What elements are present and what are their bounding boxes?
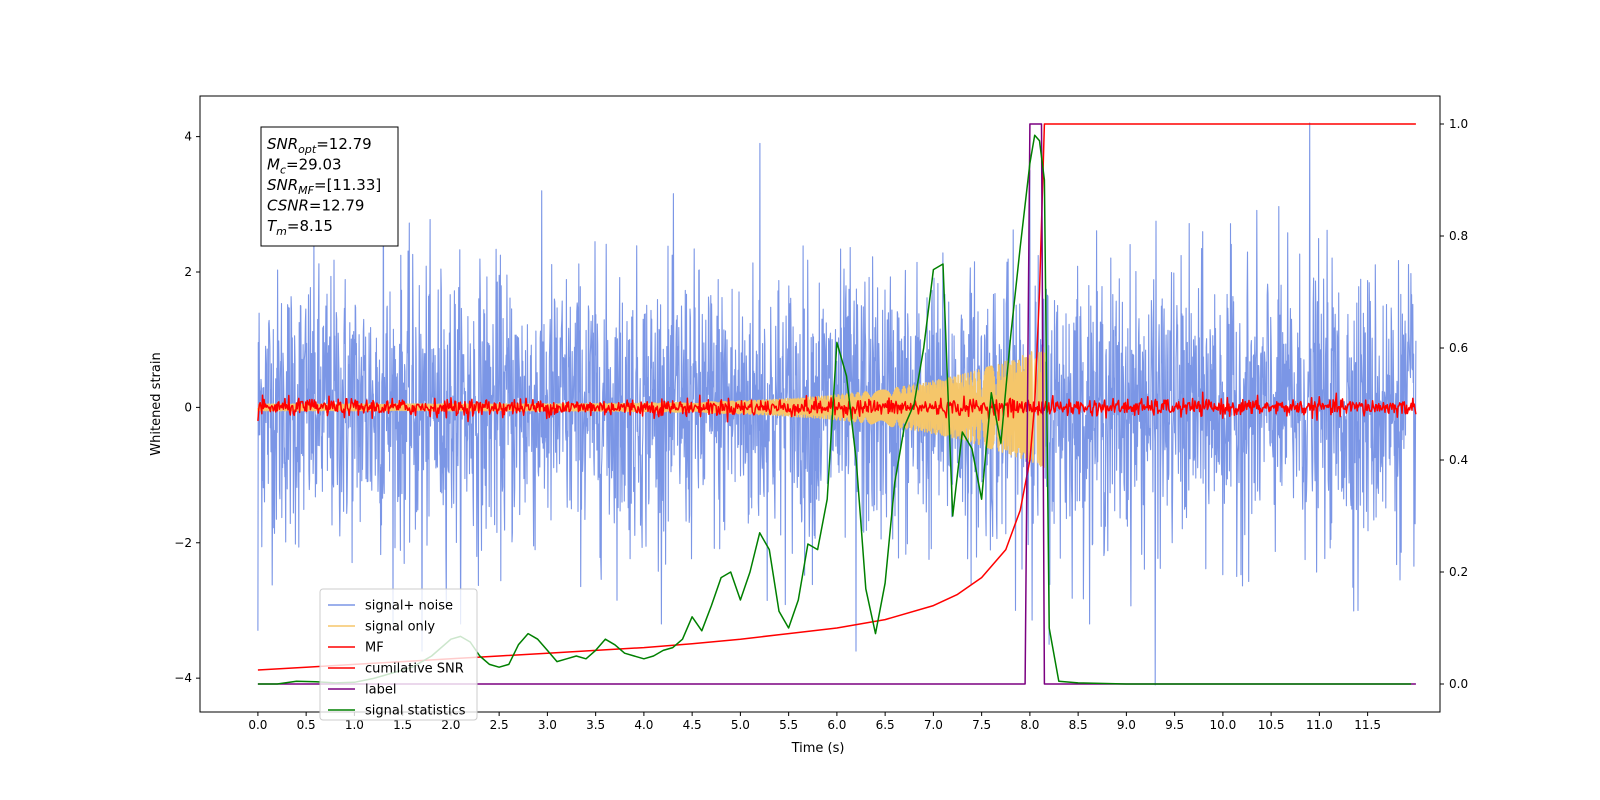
y2-tick-label: 0.0 bbox=[1449, 677, 1468, 691]
x-axis-label: Time (s) bbox=[791, 741, 845, 756]
x-tick-label: 0.0 bbox=[248, 718, 267, 732]
x-tick-label: 1.0 bbox=[345, 718, 364, 732]
x-tick-label: 2.0 bbox=[441, 718, 460, 732]
y-tick-label: 2 bbox=[184, 265, 192, 279]
legend-entry: signal+ noise bbox=[365, 599, 453, 614]
legend-entry: cumilative SNR bbox=[365, 662, 464, 677]
x-tick-label: 10.5 bbox=[1258, 718, 1285, 732]
x-tick-label: 7.0 bbox=[924, 718, 943, 732]
annotation-line: Mc=29.03 bbox=[267, 156, 342, 177]
series-line-mf bbox=[257, 391, 1417, 423]
x-tick-label: 7.5 bbox=[972, 718, 991, 732]
x-tick-label: 2.5 bbox=[490, 718, 509, 732]
legend-entry: MF bbox=[365, 641, 384, 656]
legend-frame bbox=[319, 588, 478, 721]
x-tick-label: 6.0 bbox=[827, 718, 846, 732]
y2-tick-label: 0.2 bbox=[1449, 565, 1468, 579]
x-tick-label: 10.0 bbox=[1210, 718, 1237, 732]
series-line-signal-noise bbox=[257, 122, 1417, 686]
x-tick-label: 3.5 bbox=[586, 718, 605, 732]
y-tick-label: 4 bbox=[184, 130, 192, 144]
annotation-line: CSNR=12.79 bbox=[267, 197, 364, 215]
x-tick-label: 8.5 bbox=[1069, 718, 1088, 732]
x-tick-label: 9.0 bbox=[1117, 718, 1136, 732]
y-tick-label: 0 bbox=[184, 400, 192, 414]
legend-entry: signal statistics bbox=[365, 704, 466, 719]
x-tick-label: 5.5 bbox=[779, 718, 798, 732]
legend-entry: signal only bbox=[365, 620, 435, 635]
y-axis-left: −4 −2 0 2 4 bbox=[174, 130, 200, 685]
y2-tick-label: 0.4 bbox=[1449, 453, 1468, 467]
annotation-line: SNRMF=[11.33] bbox=[267, 176, 381, 197]
stats-annotation-box: SNRopt=12.79Mc=29.03SNRMF=[11.33]CSNR=12… bbox=[260, 126, 399, 247]
x-tick-label: 9.5 bbox=[1165, 718, 1184, 732]
y-axis-label: Whitened strain bbox=[149, 352, 164, 455]
annotation-frame bbox=[260, 126, 399, 247]
y-axis-right: 0.0 0.2 0.4 0.6 0.8 1.0 bbox=[1440, 117, 1468, 691]
series-line-signal-statistics bbox=[257, 134, 1412, 685]
annotation-line: Tm=8.15 bbox=[267, 217, 333, 238]
annotation-line: SNRopt=12.79 bbox=[267, 135, 372, 156]
y-tick-label: −2 bbox=[174, 536, 192, 550]
y2-tick-label: 1.0 bbox=[1449, 117, 1468, 131]
x-tick-label: 5.0 bbox=[731, 718, 750, 732]
x-tick-label: 11.5 bbox=[1354, 718, 1381, 732]
x-tick-label: 11.0 bbox=[1306, 718, 1333, 732]
x-tick-label: 4.5 bbox=[683, 718, 702, 732]
x-tick-label: 4.0 bbox=[634, 718, 653, 732]
y2-tick-label: 0.8 bbox=[1449, 229, 1468, 243]
x-tick-label: 6.5 bbox=[876, 718, 895, 732]
x-tick-label: 8.0 bbox=[1020, 718, 1039, 732]
x-tick-label: 0.5 bbox=[297, 718, 316, 732]
y-tick-label: −4 bbox=[174, 671, 192, 685]
legend-entry: label bbox=[365, 683, 396, 698]
x-axis: 0.0 0.5 1.0 1.5 2.0 2.5 3.0 3.5 4.0 4.5 5.0 5.5 6.0 6… bbox=[248, 712, 1381, 732]
plot-frame bbox=[199, 95, 1441, 713]
y2-tick-label: 0.6 bbox=[1449, 341, 1468, 355]
legend: signal+ noise signal only MF cumilative SNR… bbox=[319, 588, 478, 721]
x-tick-label: 1.5 bbox=[393, 718, 412, 732]
x-tick-label: 3.0 bbox=[538, 718, 557, 732]
